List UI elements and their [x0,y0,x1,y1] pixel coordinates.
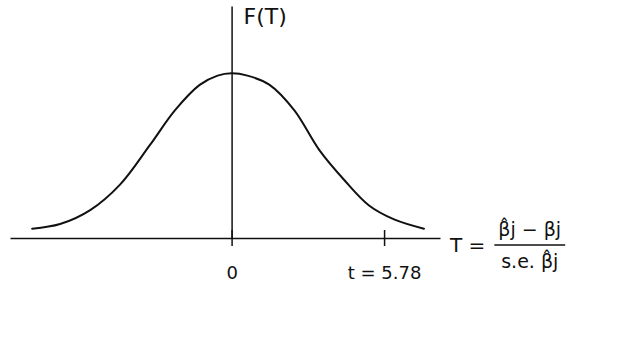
formula-lhs: T = [449,233,485,257]
y-axis [232,7,233,239]
formula-numerator: β̂j − βj [498,217,561,240]
x-axis: 0 t = 5.78 [11,230,441,283]
fraction-bar [494,244,565,246]
plot-area [32,73,424,228]
y-axis-title: F(T) [244,4,287,29]
formula-denominator: s.e. β̂j [501,249,558,272]
x-tick: t = 5.78 [348,230,422,283]
x-tick-label: t = 5.78 [348,262,422,283]
chart: 0 t = 5.78 F(T) T = β̂j − βj s.e. β̂j [0,0,635,338]
density-curve [32,73,424,228]
x-tick-mark [384,230,386,246]
formula: T = β̂j − βj s.e. β̂j [449,217,565,272]
y-axis-line [231,7,233,239]
x-tick-label: 0 [226,262,237,283]
x-axis-line [11,238,441,240]
